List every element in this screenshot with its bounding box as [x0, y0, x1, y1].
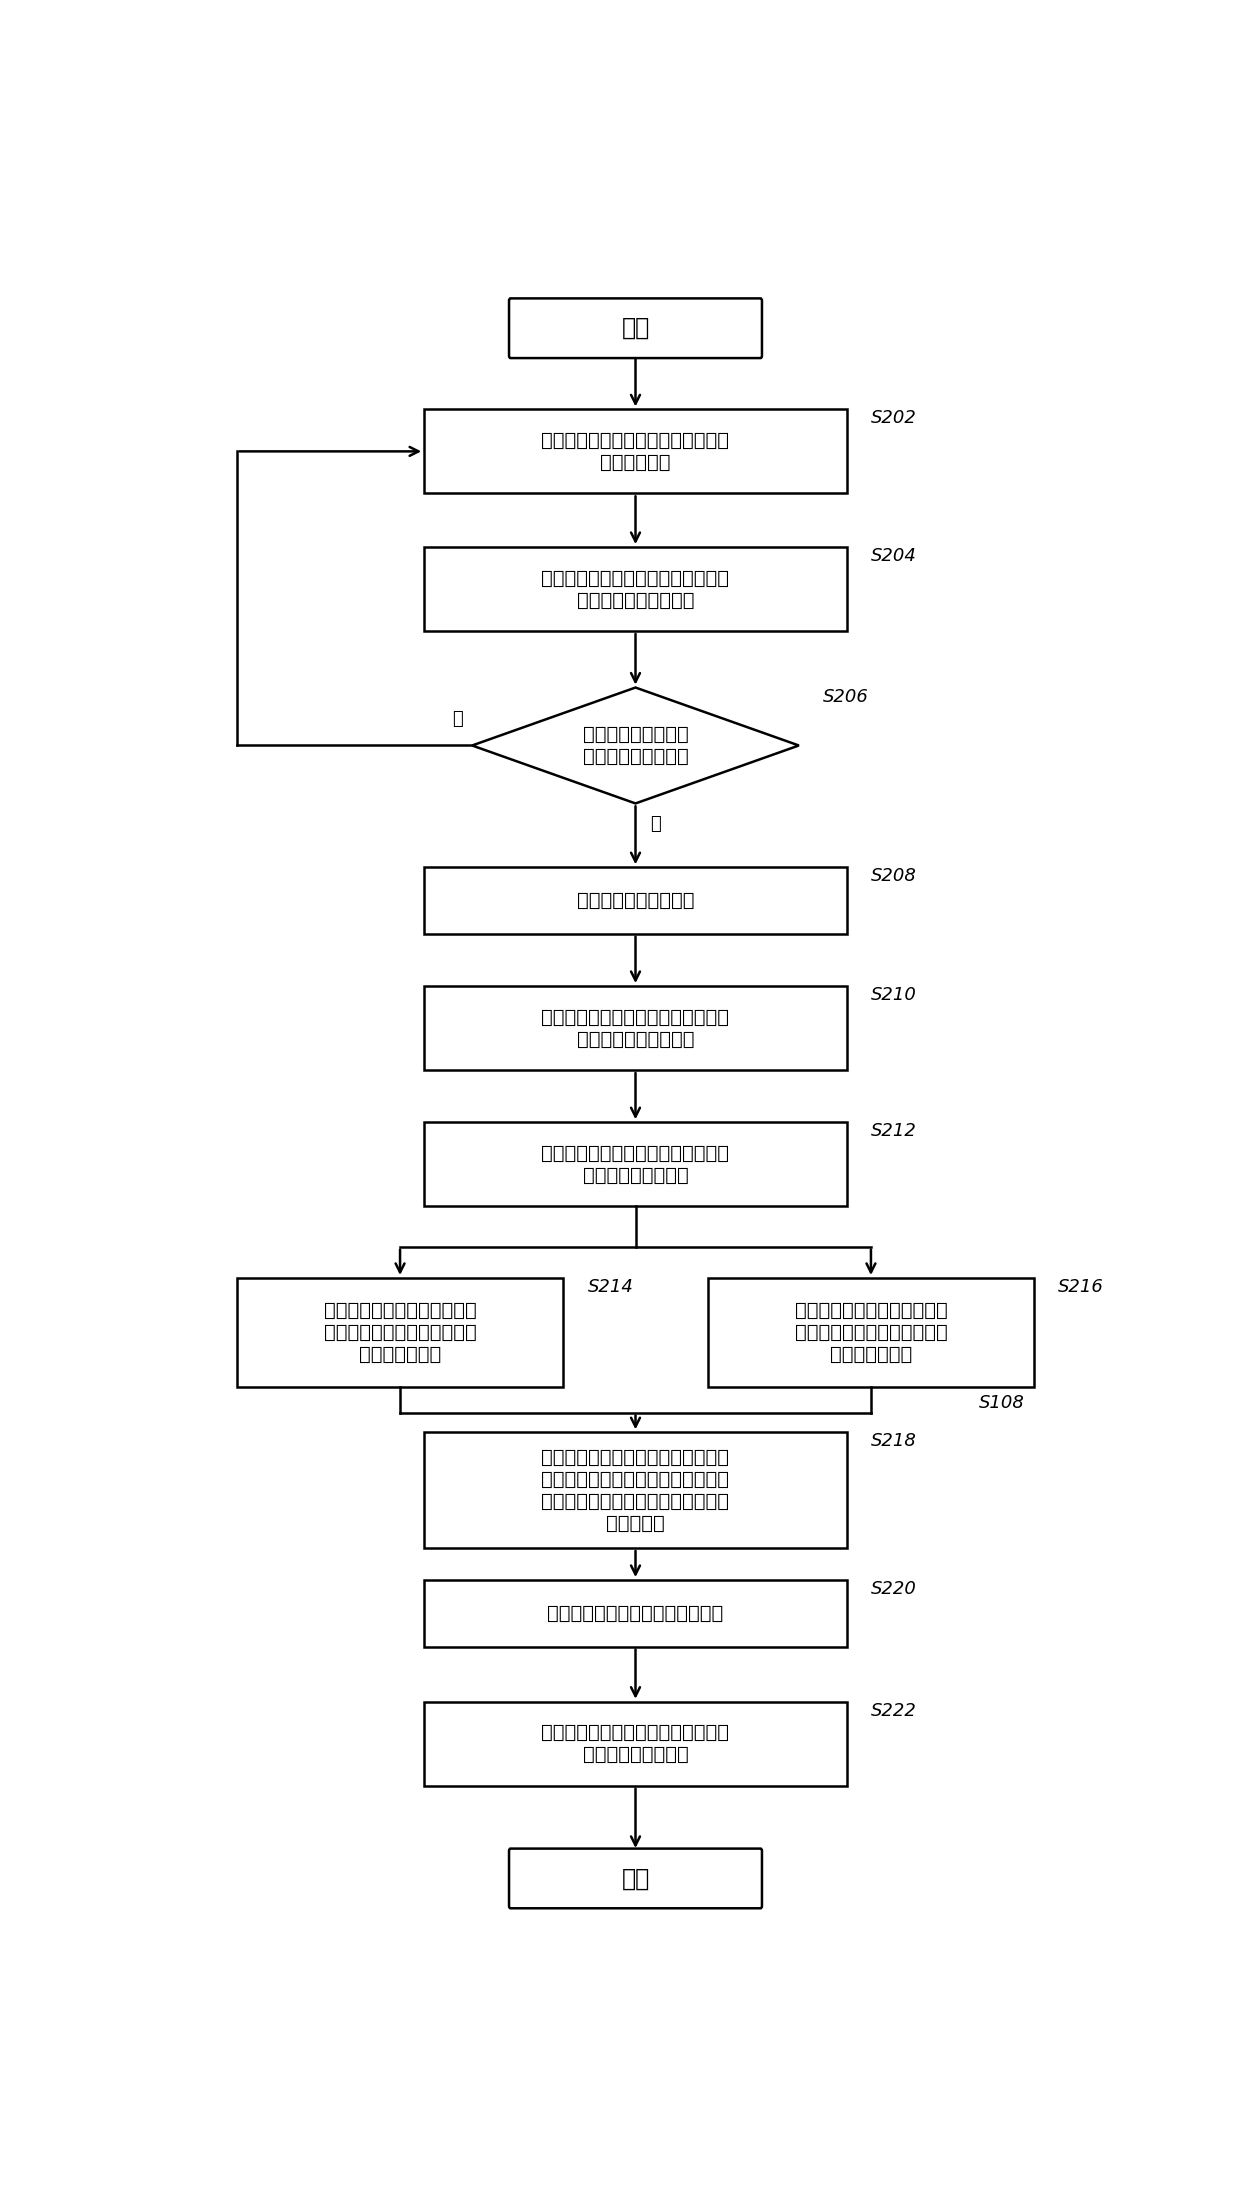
- FancyBboxPatch shape: [510, 1848, 761, 1909]
- Bar: [424, 1701, 847, 1786]
- Text: S206: S206: [823, 688, 869, 706]
- Bar: [424, 410, 847, 493]
- Text: 当初始回收扭矩小于最大回收
扭矩时，将初始回收扭矩设置
成目标回收扭矩: 当初始回收扭矩小于最大回收 扭矩时，将初始回收扭矩设置 成目标回收扭矩: [324, 1300, 476, 1363]
- FancyBboxPatch shape: [510, 298, 761, 357]
- Text: 获取当前车辆的主缸压力值、最大回
收扭矩和初始回收扭矩: 获取当前车辆的主缸压力值、最大回 收扭矩和初始回收扭矩: [542, 1008, 729, 1048]
- Bar: [708, 1278, 1034, 1388]
- Bar: [424, 1122, 847, 1206]
- Bar: [424, 1431, 847, 1548]
- Text: S214: S214: [588, 1278, 634, 1295]
- Text: 是: 是: [650, 815, 661, 833]
- Bar: [424, 986, 847, 1070]
- Text: S208: S208: [870, 868, 916, 886]
- Text: S222: S222: [870, 1701, 916, 1721]
- Text: 主缸压力值是否大于
预先设置的压力阈值: 主缸压力值是否大于 预先设置的压力阈值: [583, 726, 688, 765]
- Text: 输出目标回收扭矩和机械摩擦扭矩: 输出目标回收扭矩和机械摩擦扭矩: [547, 1605, 724, 1622]
- Text: 按照回收扭矩优先原则，将总轮边扭
矩分配给目标回收扭矩，将总轮边扭
矩超出目标回收扭矩的部分分配给机
械摩擦扭矩: 按照回收扭矩优先原则，将总轮边扭 矩分配给目标回收扭矩，将总轮边扭 矩超出目标回…: [542, 1447, 729, 1532]
- Bar: [237, 1278, 563, 1388]
- Text: 根据主缸压力值计算当前车辆的总轮
边扭矩和制动减速度: 根据主缸压力值计算当前车辆的总轮 边扭矩和制动减速度: [542, 1144, 729, 1184]
- Text: 结束: 结束: [621, 1865, 650, 1890]
- Text: 激活刹车能量回收系统: 激活刹车能量回收系统: [577, 890, 694, 910]
- Text: 开始: 开始: [621, 316, 650, 340]
- Text: S218: S218: [870, 1431, 916, 1451]
- Text: S210: S210: [870, 986, 916, 1004]
- Text: 否: 否: [451, 710, 463, 728]
- Bar: [424, 548, 847, 631]
- Text: S202: S202: [870, 410, 916, 427]
- Text: 当初始回收扭矩大于最大回收
扭矩时，将最大回收扭矩设置
成目标回收扭矩: 当初始回收扭矩大于最大回收 扭矩时，将最大回收扭矩设置 成目标回收扭矩: [795, 1300, 947, 1363]
- Text: 在当前车辆行驶时，监测车辆的制动
踏板开度信号: 在当前车辆行驶时，监测车辆的制动 踏板开度信号: [542, 432, 729, 471]
- Text: 当监测到制动踏板开度信号时，获取
当前车辆的主缸压力值: 当监测到制动踏板开度信号时，获取 当前车辆的主缸压力值: [542, 568, 729, 609]
- Text: S216: S216: [1059, 1278, 1104, 1295]
- Text: S212: S212: [870, 1122, 916, 1140]
- Text: S220: S220: [870, 1580, 916, 1598]
- Text: S108: S108: [978, 1394, 1024, 1412]
- Bar: [424, 868, 847, 934]
- Text: 将目标回收扭矩发送至电机，触发电
机进行刹车能量回收: 将目标回收扭矩发送至电机，触发电 机进行刹车能量回收: [542, 1723, 729, 1765]
- Text: S204: S204: [870, 548, 916, 566]
- Polygon shape: [472, 688, 799, 804]
- Bar: [424, 1580, 847, 1646]
